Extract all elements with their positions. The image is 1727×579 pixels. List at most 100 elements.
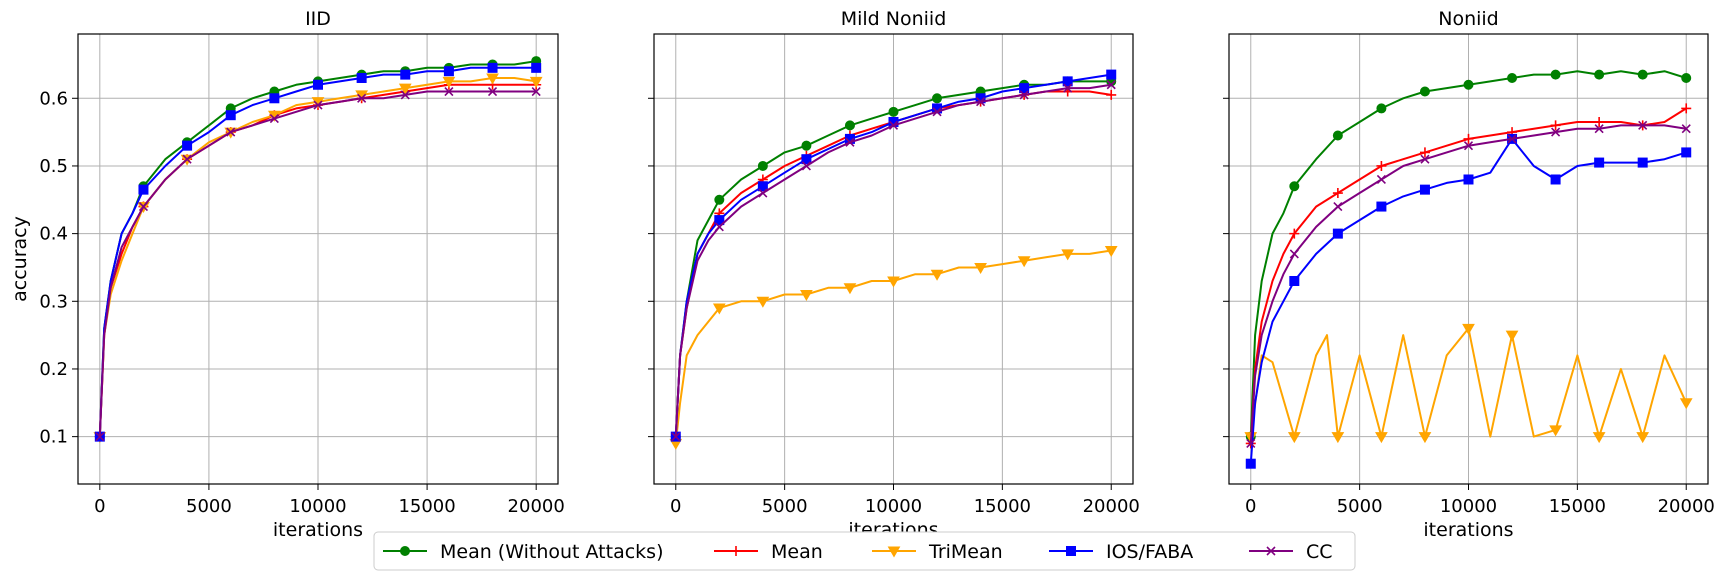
series-cc <box>95 86 541 442</box>
y-tick-label: 0.1 <box>39 427 68 448</box>
series-line <box>1249 327 1688 438</box>
data-point <box>1507 72 1518 83</box>
data-point <box>1420 154 1430 164</box>
series-mean-without-attacks <box>1245 69 1692 442</box>
x-axis-label: iterations <box>273 519 363 541</box>
data-point <box>1505 330 1519 342</box>
data-point <box>714 194 725 205</box>
data-point <box>1376 160 1387 171</box>
legend-marker <box>1266 546 1276 556</box>
data-point <box>1106 80 1116 90</box>
data-point <box>1636 432 1650 444</box>
data-point <box>1418 432 1432 444</box>
data-point <box>1017 256 1031 268</box>
x-tick-label: 10000 <box>865 496 922 517</box>
x-tick-label: 15000 <box>974 496 1031 517</box>
data-point <box>1594 157 1605 168</box>
data-point <box>1332 130 1343 141</box>
data-point <box>1463 79 1474 90</box>
data-point <box>1551 127 1561 137</box>
subplot-3: 0 5000 10000 15000 20000 Noniid iterations <box>1223 8 1715 541</box>
data-point <box>1289 249 1299 259</box>
data-point <box>400 69 411 80</box>
data-point <box>714 222 724 232</box>
data-point <box>1376 103 1387 114</box>
data-point <box>529 76 543 88</box>
x-tick-label: 10000 <box>1440 496 1497 517</box>
data-point <box>758 188 768 198</box>
data-point <box>1419 184 1430 195</box>
legend-entry: CC <box>1249 541 1333 563</box>
data-point <box>313 79 323 90</box>
data-point <box>1594 69 1605 80</box>
data-point <box>930 269 944 281</box>
plot-area <box>1244 69 1693 469</box>
series-cc <box>671 80 1116 442</box>
data-point <box>443 66 454 77</box>
data-point <box>1550 120 1561 131</box>
data-point <box>1679 398 1693 410</box>
y-tick-label: 0.5 <box>39 156 68 177</box>
data-point <box>225 110 236 121</box>
x-tick-label: 0 <box>670 496 681 517</box>
subplot-title: Mild Noniid <box>841 8 947 30</box>
data-point <box>1019 83 1030 94</box>
data-point <box>1106 89 1117 100</box>
x-axis-label: iterations <box>1423 519 1513 541</box>
data-point <box>1245 458 1256 469</box>
data-point <box>1331 432 1345 444</box>
data-point <box>531 62 542 73</box>
data-point <box>1289 275 1300 286</box>
data-point <box>398 83 412 95</box>
subplot-title: IID <box>305 8 331 30</box>
data-point <box>1063 83 1073 93</box>
data-point <box>444 86 454 97</box>
legend-marker <box>731 546 741 556</box>
x-tick-label: 15000 <box>1549 496 1606 517</box>
x-tick-label: 5000 <box>1337 496 1383 517</box>
series-trimean <box>1244 323 1693 444</box>
legend-label: TriMean <box>928 541 1003 563</box>
legend: Mean (Without Attacks) Mean TriMean IOS/FAB… <box>373 531 1356 571</box>
legend-label: Mean (Without Attacks) <box>440 541 663 563</box>
data-point <box>95 432 105 442</box>
data-point <box>1419 147 1430 158</box>
data-point <box>1681 103 1692 114</box>
data-point <box>182 154 192 164</box>
data-point <box>845 137 855 147</box>
data-point <box>1462 323 1475 335</box>
data-point <box>1287 432 1301 444</box>
x-tick-label: 0 <box>1245 496 1256 517</box>
data-point <box>442 76 456 88</box>
data-point <box>888 106 899 117</box>
y-tick-label: 0.4 <box>39 224 68 245</box>
series-cc <box>1246 120 1691 448</box>
data-point <box>1592 432 1606 444</box>
data-point <box>888 120 899 130</box>
data-point <box>756 296 770 308</box>
plot-area <box>669 69 1118 450</box>
data-point <box>486 73 499 85</box>
x-tick-label: 10000 <box>289 496 346 517</box>
subplot-title: Noniid <box>1438 8 1499 30</box>
data-point <box>487 62 498 73</box>
legend-entry: IOS/FABA <box>1049 541 1193 563</box>
data-point <box>757 160 768 171</box>
data-point <box>226 127 236 137</box>
data-point <box>487 86 498 97</box>
data-point <box>1463 141 1474 151</box>
data-point <box>714 215 725 226</box>
legend-marker <box>400 546 410 556</box>
legend-entry: TriMean <box>872 541 1003 563</box>
data-point <box>974 262 987 274</box>
data-point <box>1419 86 1430 97</box>
data-point <box>1332 228 1343 239</box>
data-point <box>1246 438 1256 448</box>
data-point <box>182 140 193 151</box>
data-point <box>801 140 812 151</box>
data-point <box>1549 425 1562 437</box>
legend-label: CC <box>1306 541 1333 563</box>
y-tick-label: 0.3 <box>39 291 68 312</box>
data-point <box>269 114 279 124</box>
